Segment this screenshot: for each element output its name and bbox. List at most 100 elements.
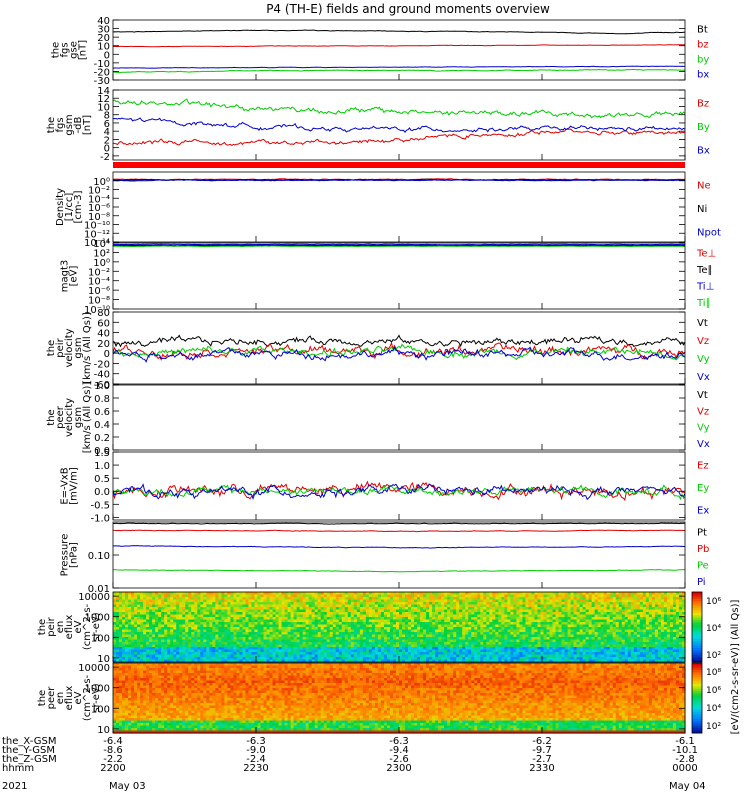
heatmap-cell <box>248 594 253 598</box>
heatmap-cell <box>402 654 406 658</box>
heatmap-cell <box>251 647 256 651</box>
heatmap-cell <box>137 597 141 601</box>
heatmap-cell <box>453 634 457 638</box>
ylabel-line: [nT] <box>82 115 93 135</box>
heatmap-cell <box>516 637 521 641</box>
heatmap-cell <box>218 632 222 636</box>
heatmap-cell <box>420 644 424 648</box>
heatmap-cell <box>570 599 575 603</box>
ylabel-line: fgs <box>60 42 71 57</box>
heatmap-cell <box>489 614 493 618</box>
heatmap-cell <box>465 657 469 661</box>
heatmap-cell <box>248 602 253 606</box>
ylabel-line: the <box>46 340 57 356</box>
heatmap-cell <box>308 614 313 618</box>
heatmap-cell <box>365 594 370 598</box>
heatmap-cell <box>408 624 412 628</box>
heatmap-cell <box>122 639 126 643</box>
heatmap-cell <box>483 654 487 658</box>
heatmap-cell <box>182 637 186 641</box>
heatmap-cell <box>347 657 352 661</box>
heatmap-cell <box>272 624 277 628</box>
heatmap-cell <box>362 639 367 643</box>
heatmap-cell <box>221 632 225 636</box>
heatmap-cell <box>185 632 189 636</box>
heatmap-cell <box>462 642 466 646</box>
heatmap-cell <box>290 629 295 633</box>
heatmap-cell <box>504 617 508 621</box>
heatmap-cell <box>323 632 328 636</box>
heatmap-cell <box>191 627 195 631</box>
heatmap-cell <box>299 647 304 651</box>
heatmap-cell <box>567 592 572 596</box>
heatmap-cell <box>435 624 439 628</box>
heatmap-cell <box>311 617 316 621</box>
heatmap-cell <box>254 642 259 646</box>
heatmap-cell <box>564 637 569 641</box>
heatmap-cell <box>329 642 334 646</box>
heatmap-cell <box>552 657 557 661</box>
heatmap-cell <box>251 642 256 646</box>
heatmap-cell <box>576 619 581 623</box>
heatmap-cell <box>296 652 301 656</box>
heatmap-cell <box>221 642 225 646</box>
heatmap-cell <box>182 644 186 648</box>
heatmap-cell <box>468 644 472 648</box>
heatmap-cell <box>402 637 406 641</box>
heatmap-cell <box>432 592 436 596</box>
heatmap-cell <box>152 654 156 658</box>
heatmap-cell <box>441 637 445 641</box>
heatmap-cell <box>486 597 490 601</box>
heatmap-cell <box>227 599 232 603</box>
heatmap-cell <box>128 614 132 618</box>
heatmap-cell <box>131 629 135 633</box>
heatmap-cell <box>287 634 292 638</box>
heatmap-cell <box>152 659 156 663</box>
heatmap-cell <box>564 629 569 633</box>
heatmap-cell <box>507 624 511 628</box>
heatmap-cell <box>383 634 388 638</box>
heatmap-cell <box>356 659 361 663</box>
heatmap-cell <box>170 657 174 661</box>
heatmap-cell <box>221 622 225 626</box>
heatmap-cell <box>236 659 241 663</box>
heatmap-cell <box>335 622 340 626</box>
heatmap-cell <box>561 654 566 658</box>
heatmap-cell <box>197 622 201 626</box>
heatmap-cell <box>185 654 189 658</box>
heatmap-cell <box>501 604 505 608</box>
heatmap-cell <box>423 624 427 628</box>
heatmap-cell <box>341 617 346 621</box>
heatmap-cell <box>519 594 524 598</box>
heatmap-cell <box>558 607 563 611</box>
heatmap-cell <box>254 647 259 651</box>
heatmap-cell <box>426 594 430 598</box>
heatmap-cell <box>158 642 162 646</box>
heatmap-cell <box>603 637 608 641</box>
heatmap-cell <box>275 634 280 638</box>
heatmap-cell <box>570 597 575 601</box>
heatmap-cell <box>383 607 388 611</box>
heatmap-cell <box>501 629 505 633</box>
heatmap-cell <box>137 604 141 608</box>
heatmap-cell <box>365 604 370 608</box>
heatmap-cell <box>323 602 328 606</box>
heatmap-cell <box>432 604 436 608</box>
heatmap-cell <box>284 637 289 641</box>
heatmap-cell <box>281 637 286 641</box>
heatmap-cell <box>411 599 415 603</box>
heatmap-cell <box>462 652 466 656</box>
heatmap-cell <box>417 659 421 663</box>
heatmap-cell <box>302 592 307 596</box>
heatmap-cell <box>356 639 361 643</box>
heatmap-cell <box>239 629 244 633</box>
heatmap-cell <box>218 624 222 628</box>
series-line-peir_vel-3 <box>112 346 685 363</box>
heatmap-cell <box>245 594 250 598</box>
heatmap-cell <box>197 652 201 656</box>
y-tick-label: 10 <box>97 102 110 113</box>
heatmap-cell <box>305 647 310 651</box>
heatmap-cell <box>389 639 394 643</box>
heatmap-cell <box>329 597 334 601</box>
